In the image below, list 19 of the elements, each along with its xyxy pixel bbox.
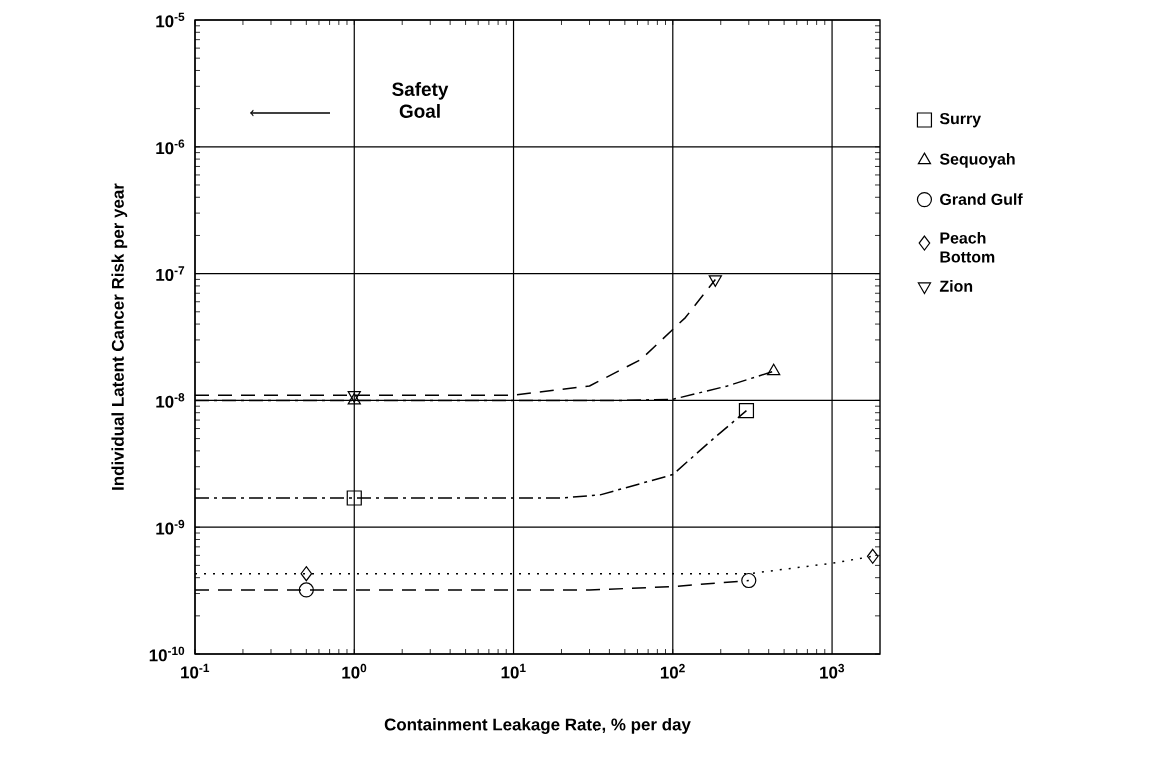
x-tick-label: 10$^{1}$ bbox=[501, 663, 526, 679]
legend-label: Grand Gulf bbox=[940, 193, 1023, 205]
y-tick-label: 10$^{-6}$ bbox=[156, 139, 185, 155]
y-axis-title: Individual Latent Cancer Risk per year bbox=[111, 183, 128, 490]
x-tick-label: 10$^{3}$ bbox=[820, 663, 845, 679]
legend-label: Sequoyah bbox=[939, 153, 1015, 168]
x-tick-label: 10$^{-1}$ bbox=[181, 663, 210, 679]
y-tick-label: 10$^{-10}$ bbox=[149, 646, 185, 662]
x-tick-label: 10$^{2}$ bbox=[660, 663, 685, 679]
legend-label: Surry bbox=[939, 112, 981, 128]
y-tick-label: 10$^{-8}$ bbox=[156, 393, 185, 408]
annotation: Safety Goal bbox=[392, 82, 449, 118]
legend-label: Zion bbox=[939, 280, 973, 292]
legend-label: Peach Bottom bbox=[940, 231, 995, 263]
y-tick-label: 10$^{-5}$ bbox=[156, 12, 185, 28]
x-tick-label: 10$^{0}$ bbox=[342, 663, 367, 679]
y-tick-label: 10$^{-7}$ bbox=[156, 266, 185, 281]
y-tick-label: 10$^{-9}$ bbox=[156, 519, 185, 535]
x-axis-title: Containment Leakage Rate, % per day bbox=[384, 718, 691, 734]
